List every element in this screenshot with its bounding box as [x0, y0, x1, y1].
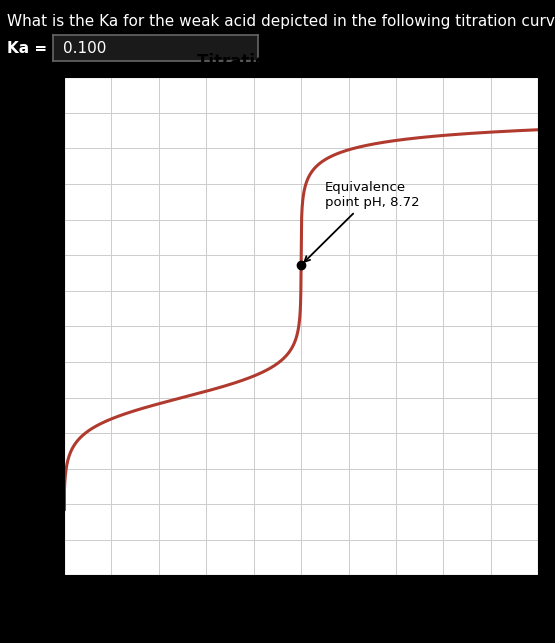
Y-axis label: pH: pH — [17, 316, 32, 337]
X-axis label: Volume of 0.100 M NaOH added (mL): Volume of 0.100 M NaOH added (mL) — [156, 607, 446, 621]
Text: What is the Ka for the weak acid depicted in the following titration curve?: What is the Ka for the weak acid depicte… — [7, 14, 555, 29]
Text: 0.100: 0.100 — [63, 41, 107, 56]
Title: Titration of Weak Acid: Titration of Weak Acid — [196, 53, 406, 71]
Text: Ka =: Ka = — [7, 41, 52, 56]
Text: Equivalence
point pH, 8.72: Equivalence point pH, 8.72 — [305, 181, 420, 262]
